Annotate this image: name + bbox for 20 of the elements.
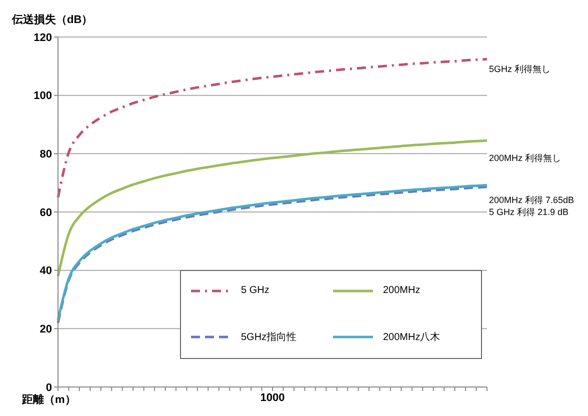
legend-label: 5GHz指向性: [241, 330, 297, 344]
y-tick-label: 20: [40, 324, 52, 336]
y-tick-label: 120: [34, 32, 52, 44]
y-tick-label: 60: [40, 206, 52, 219]
text: 200MHz 利得無し: [489, 153, 562, 164]
legend-label: 5 GHz: [241, 285, 270, 296]
text: 200MHz 利得 7.65dB: [489, 195, 574, 206]
y-tick-label: 100: [34, 90, 52, 102]
y-tick-label: 0: [46, 382, 52, 394]
legend-label: 200MHz八木: [383, 330, 440, 344]
x-tick-label: 1000: [260, 392, 285, 404]
line-series: [56, 58, 488, 199]
text: 5 GHz 利得 21.9 dB: [489, 207, 569, 218]
y-tick-label: 40: [40, 265, 52, 278]
line-series: [56, 139, 488, 278]
text: 5GHz 利得無し: [489, 64, 551, 75]
legend-label: 200MHz: [383, 285, 420, 296]
y-tick-label: 80: [40, 148, 52, 161]
y-axis-title: 伝送損失（dB）: [12, 12, 93, 27]
x-axis-title: 距離（m）: [22, 392, 76, 407]
